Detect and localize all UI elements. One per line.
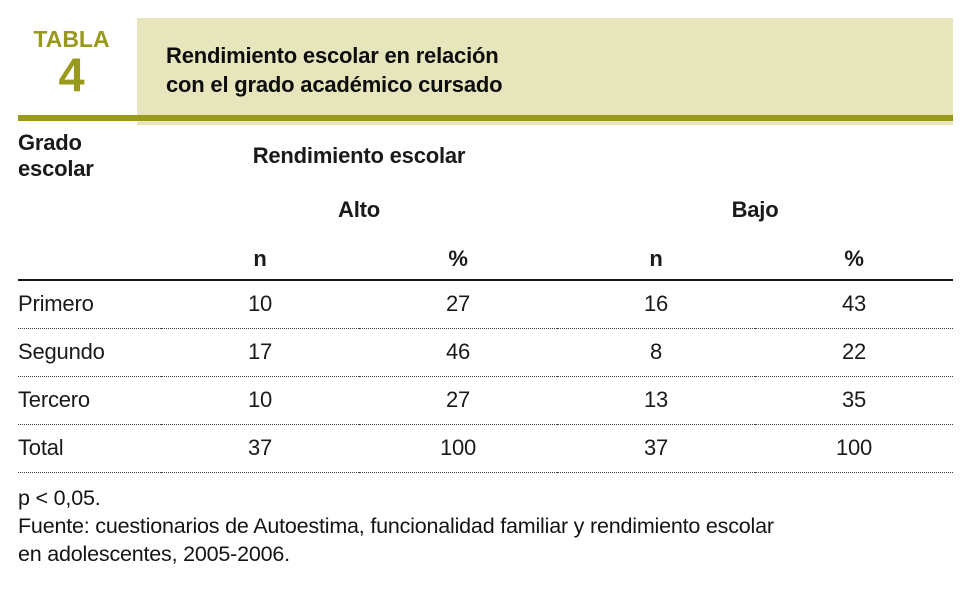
data-table: Grado escolar Rendimiento escolar Alto B… xyxy=(18,130,953,473)
table-title: Rendimiento escolar en relación con el g… xyxy=(166,41,503,99)
header-rule xyxy=(18,115,953,121)
table-row-tercero: Tercero 10 27 13 35 xyxy=(18,376,953,425)
bajo-n-value: 13 xyxy=(557,376,755,425)
empty-header-cell xyxy=(18,238,161,281)
header-row-measures: n % n % xyxy=(18,238,953,281)
table-title-box xyxy=(137,18,953,125)
table-row-segundo: Segundo 17 46 8 22 xyxy=(18,328,953,377)
bajo-pct-value: 35 xyxy=(755,376,953,425)
bajo-n-value: 16 xyxy=(557,280,755,329)
alto-n-value: 17 xyxy=(161,328,359,377)
p-value-note: p < 0,05. xyxy=(18,486,101,510)
alto-n-value: 10 xyxy=(161,376,359,425)
bajo-pct-value: 43 xyxy=(755,280,953,329)
table-title-line2: con el grado académico cursado xyxy=(166,72,503,97)
header-row-groups: Grado escolar Rendimiento escolar xyxy=(18,130,953,182)
bajo-group-header: Bajo xyxy=(731,197,779,222)
alto-n-header: n xyxy=(161,238,359,281)
alto-n-value: 37 xyxy=(161,424,359,473)
bajo-pct-value: 100 xyxy=(755,424,953,473)
table-tag-word: TABLA xyxy=(33,26,110,52)
source-note-line1: Fuente: cuestionarios de Autoestima, fun… xyxy=(18,514,774,538)
bajo-n-header: n xyxy=(557,238,755,281)
alto-pct-value: 27 xyxy=(359,280,557,329)
bajo-pct-value: 22 xyxy=(755,328,953,377)
empty-header-cell xyxy=(557,130,953,182)
alto-pct-value: 27 xyxy=(359,376,557,425)
bajo-pct-header: % xyxy=(755,238,953,281)
alto-n-value: 10 xyxy=(161,280,359,329)
alto-group-header: Alto xyxy=(338,197,380,222)
table-row-total: Total 37 100 37 100 xyxy=(18,424,953,473)
alto-pct-value: 46 xyxy=(359,328,557,377)
source-note-line2: en adolescentes, 2005-2006. xyxy=(18,542,290,566)
grade-column-header: Grado escolar xyxy=(18,130,94,181)
table-tag: TABLA 4 xyxy=(18,26,125,98)
bajo-n-value: 8 xyxy=(557,328,755,377)
row-label: Total xyxy=(18,424,161,473)
performance-group-header: Rendimiento escolar xyxy=(252,143,466,168)
bajo-n-value: 37 xyxy=(557,424,755,473)
alto-pct-header: % xyxy=(359,238,557,281)
table-title-line1: Rendimiento escolar en relación xyxy=(166,43,499,68)
footnotes: p < 0,05. Fuente: cuestionarios de Autoe… xyxy=(18,484,948,568)
table-row-primero: Primero 10 27 16 43 xyxy=(18,280,953,329)
row-label: Primero xyxy=(18,280,161,329)
alto-pct-value: 100 xyxy=(359,424,557,473)
header-row-subgroups: Alto Bajo xyxy=(18,182,953,238)
row-label: Tercero xyxy=(18,376,161,425)
table-tag-number: 4 xyxy=(58,48,85,101)
empty-header-cell xyxy=(18,182,161,238)
row-label: Segundo xyxy=(18,328,161,377)
